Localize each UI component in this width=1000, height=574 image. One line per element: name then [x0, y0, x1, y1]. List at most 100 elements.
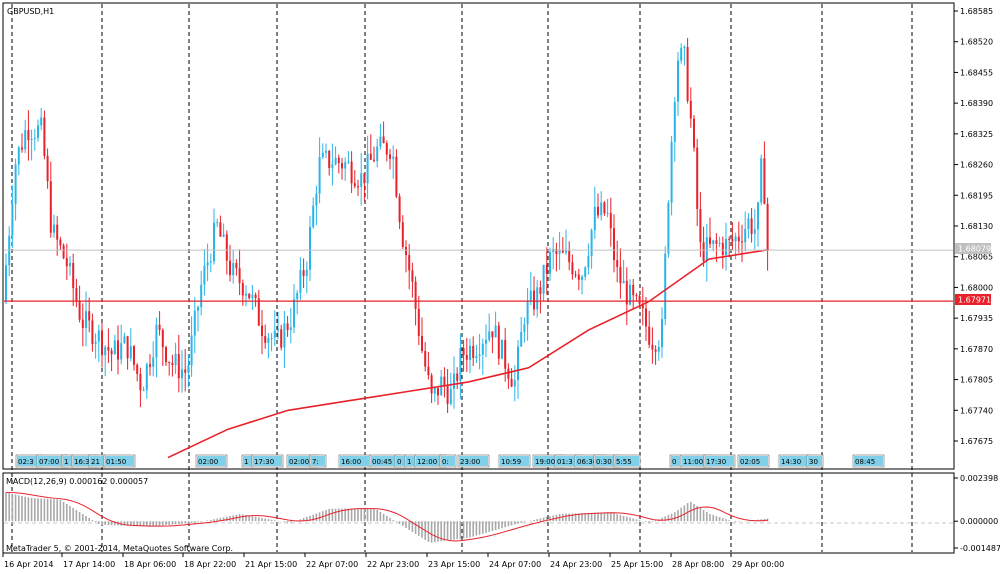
event-marker[interactable]: 01:3 — [554, 454, 582, 468]
price-tick-label: 1.67740 — [960, 406, 993, 415]
candle — [369, 134, 372, 161]
event-marker[interactable]: 0 — [669, 454, 682, 468]
candle — [433, 386, 436, 402]
candle — [366, 135, 369, 200]
event-marker[interactable]: 23:00 — [457, 454, 490, 468]
candle — [43, 110, 46, 160]
candle — [539, 280, 542, 314]
candle — [286, 315, 289, 337]
time-tick-label: 23 Apr 15:00 — [428, 560, 480, 569]
time-tick-label: 16 Apr 2014 — [4, 560, 53, 569]
candle — [398, 193, 401, 230]
event-label: 10:59 — [501, 458, 521, 466]
candle — [443, 367, 446, 398]
candle — [5, 253, 7, 305]
candle — [251, 284, 254, 311]
event-marker[interactable]: 1 — [241, 454, 254, 468]
event-label: 02:00 — [198, 458, 218, 466]
candle — [200, 270, 203, 316]
price-tick-label: 1.68195 — [960, 191, 993, 200]
event-marker[interactable]: 30 — [806, 454, 824, 468]
time-tick-label: 24 Apr 07:00 — [489, 560, 541, 569]
macd-pane[interactable] — [2, 472, 955, 554]
candle — [753, 209, 756, 250]
candle — [273, 310, 276, 346]
candle — [545, 247, 548, 295]
candle — [651, 327, 654, 364]
candle — [158, 311, 161, 336]
candle — [616, 240, 619, 283]
macd-tick-label: 0.002398 — [960, 474, 998, 483]
event-marker[interactable]: 7: — [309, 454, 327, 468]
event-label: 0 — [672, 458, 676, 466]
main-pane[interactable] — [2, 2, 955, 470]
event-marker[interactable]: 16:00 — [338, 454, 371, 468]
event-label: 17:30 — [706, 458, 726, 466]
candle — [331, 143, 334, 186]
event-marker[interactable]: 17:30 — [703, 454, 736, 468]
candle — [216, 218, 219, 227]
event-marker[interactable]: 1 — [404, 454, 417, 468]
candle — [190, 316, 193, 377]
event-marker[interactable]: 02:05 — [737, 454, 770, 468]
event-marker[interactable]: 02:00 — [195, 454, 228, 468]
candle — [763, 141, 766, 205]
event-marker[interactable]: 1 — [61, 454, 74, 468]
candle — [744, 211, 747, 252]
candle — [603, 200, 606, 216]
event-marker[interactable]: 0 — [394, 454, 407, 468]
event-marker[interactable]: 01:50 — [103, 454, 136, 468]
candle — [485, 324, 487, 358]
event-label: 30 — [809, 458, 818, 466]
time-tick-label: 18 Apr 06:00 — [124, 560, 176, 569]
candle — [696, 138, 699, 227]
candle — [270, 332, 273, 352]
calendar-events-row[interactable]: 02:3 07:00 1 16:3 21 01:50 02:00 1 17:30 02:00 7: 1… — [15, 454, 885, 468]
candle — [533, 276, 535, 316]
candle — [750, 207, 753, 243]
candle — [747, 212, 750, 239]
candle — [680, 43, 683, 64]
event-marker[interactable]: 21 — [88, 454, 106, 468]
candle — [315, 185, 318, 226]
event-marker[interactable]: 10:59 — [498, 454, 531, 468]
candle — [229, 244, 231, 282]
candle — [411, 262, 414, 298]
event-label: 1 — [244, 458, 248, 466]
candle — [657, 340, 660, 361]
candle — [494, 311, 497, 338]
candle — [261, 310, 263, 355]
candle — [565, 229, 567, 255]
event-marker[interactable]: 14:30 — [778, 454, 811, 468]
event-marker[interactable]: 0: — [439, 454, 457, 468]
candle — [21, 133, 23, 153]
candle — [549, 247, 551, 282]
candle — [254, 292, 257, 307]
event-marker[interactable]: 0:30 — [593, 454, 621, 468]
candle — [373, 146, 375, 163]
time-tick-label: 21 Apr 15:00 — [245, 560, 297, 569]
candle — [120, 324, 123, 365]
candle — [280, 324, 283, 351]
candle — [654, 345, 657, 365]
candle — [520, 316, 523, 347]
candle — [113, 334, 116, 355]
candle — [46, 148, 49, 189]
time-tick-label: 24 Apr 23:00 — [550, 560, 602, 569]
candle — [97, 324, 100, 362]
candle — [197, 305, 199, 332]
candle — [542, 264, 545, 301]
candle — [155, 317, 158, 378]
event-marker[interactable]: 08:45 — [852, 454, 885, 468]
event-label: 16:3 — [74, 458, 90, 466]
event-marker[interactable]: 5:55 — [613, 454, 641, 468]
candle — [385, 140, 388, 162]
candle — [526, 288, 529, 341]
candle — [382, 121, 385, 144]
macd-tick-label: -0.001487 — [960, 544, 1000, 553]
event-marker[interactable]: 17:30 — [251, 454, 284, 468]
moving-average-line — [167, 248, 770, 459]
candle — [152, 341, 155, 377]
hline-price-badge — [955, 294, 991, 305]
